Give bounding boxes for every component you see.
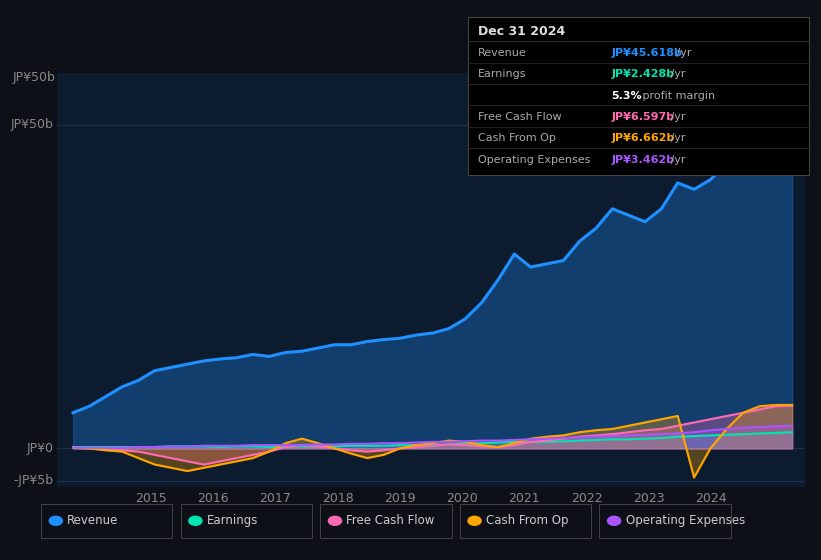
Text: /yr: /yr bbox=[667, 155, 686, 165]
Text: -JP¥5b: -JP¥5b bbox=[14, 474, 53, 487]
Text: Cash From Op: Cash From Op bbox=[478, 133, 556, 143]
Text: JP¥6.662b: JP¥6.662b bbox=[612, 133, 675, 143]
Text: /yr: /yr bbox=[667, 69, 686, 80]
Text: Cash From Op: Cash From Op bbox=[486, 514, 568, 528]
Text: Revenue: Revenue bbox=[478, 48, 526, 58]
Text: /yr: /yr bbox=[667, 133, 686, 143]
Text: profit margin: profit margin bbox=[639, 91, 715, 101]
Text: /yr: /yr bbox=[673, 48, 692, 58]
Text: /yr: /yr bbox=[667, 112, 686, 122]
Text: JP¥0: JP¥0 bbox=[27, 442, 53, 455]
Text: JP¥3.462b: JP¥3.462b bbox=[612, 155, 675, 165]
Text: JP¥2.428b: JP¥2.428b bbox=[612, 69, 675, 80]
Text: Operating Expenses: Operating Expenses bbox=[478, 155, 590, 165]
Text: Earnings: Earnings bbox=[478, 69, 526, 80]
Text: 5.3%: 5.3% bbox=[612, 91, 642, 101]
Text: Dec 31 2024: Dec 31 2024 bbox=[478, 25, 565, 38]
Text: Revenue: Revenue bbox=[67, 514, 119, 528]
Text: JP¥50b: JP¥50b bbox=[12, 71, 55, 84]
Text: Free Cash Flow: Free Cash Flow bbox=[478, 112, 562, 122]
Text: JP¥50b: JP¥50b bbox=[11, 118, 53, 131]
Text: Free Cash Flow: Free Cash Flow bbox=[346, 514, 435, 528]
Text: JP¥45.618b: JP¥45.618b bbox=[612, 48, 682, 58]
Text: Earnings: Earnings bbox=[207, 514, 259, 528]
Text: Operating Expenses: Operating Expenses bbox=[626, 514, 745, 528]
Text: JP¥6.597b: JP¥6.597b bbox=[612, 112, 675, 122]
